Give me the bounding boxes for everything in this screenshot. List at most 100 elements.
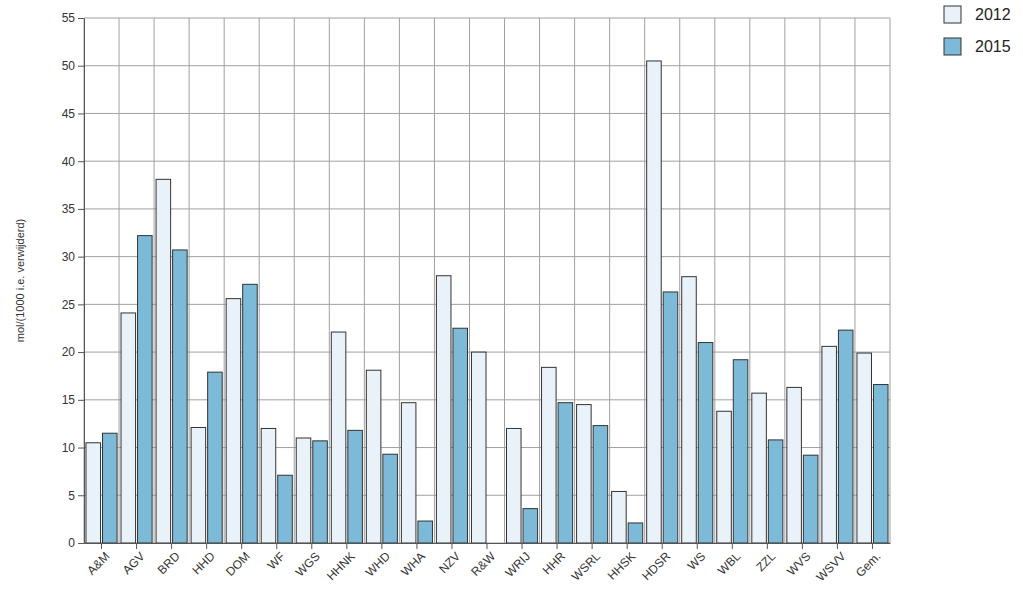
x-tick-mark — [732, 543, 733, 549]
grid-line-vertical — [609, 18, 610, 543]
bar — [768, 440, 783, 543]
x-tick-label: BRD — [155, 549, 183, 577]
x-tick-mark — [487, 543, 488, 549]
y-tick-mark — [78, 495, 84, 496]
bar — [577, 405, 592, 543]
x-tick-label: WHA — [398, 549, 428, 579]
bar — [542, 367, 557, 543]
grid-line-vertical — [539, 18, 540, 543]
y-tick: 15 — [62, 393, 84, 407]
grid-line-vertical — [679, 18, 680, 543]
bar — [682, 277, 697, 543]
grid-line-vertical — [854, 18, 855, 543]
grid-line — [84, 352, 890, 353]
bar — [366, 370, 381, 543]
x-tick: HHSK — [605, 543, 638, 583]
grid-line-vertical — [224, 18, 225, 543]
bar — [191, 428, 206, 544]
grid-line-vertical — [399, 18, 400, 543]
bar — [698, 343, 713, 543]
bar — [857, 353, 872, 543]
y-tick: 30 — [62, 250, 84, 264]
plot: 0510152025303540455055A&MAGVBRDHHDDOMWFW… — [62, 11, 891, 584]
x-tick-mark — [837, 543, 838, 549]
bar — [471, 352, 486, 543]
x-tick-mark — [451, 543, 452, 549]
y-tick-mark — [78, 543, 84, 544]
y-tick-label: 45 — [62, 107, 76, 121]
y-tick-label: 5 — [68, 489, 75, 503]
y-tick: 0 — [68, 536, 84, 550]
grid-line-vertical — [504, 18, 505, 543]
y-tick-label: 0 — [68, 536, 75, 550]
y-tick: 5 — [68, 489, 84, 503]
x-tick-label: HHR — [540, 549, 569, 578]
bar — [173, 250, 188, 543]
y-tick-label: 10 — [62, 441, 76, 455]
bar — [86, 443, 101, 543]
bar — [873, 385, 888, 543]
x-tick-mark — [662, 543, 663, 549]
grid-line — [84, 65, 890, 66]
x-tick-label: WS — [685, 549, 709, 573]
x-tick: NZV — [436, 543, 463, 576]
y-tick-mark — [78, 18, 84, 19]
grid-line — [84, 161, 890, 162]
y-axis: 0510152025303540455055 — [62, 11, 85, 550]
y-tick-label: 15 — [62, 393, 76, 407]
x-tick: HHR — [540, 543, 569, 578]
y-tick-label: 50 — [62, 59, 76, 73]
bar — [822, 346, 837, 543]
y-axis-title: mol/(1000 i.e. verwijderd) — [14, 219, 26, 343]
y-tick: 10 — [62, 441, 84, 455]
x-tick-label: WRIJ — [502, 549, 533, 580]
grid-line-vertical — [644, 18, 645, 543]
grid-line-vertical — [819, 18, 820, 543]
x-tick-label: A&M — [84, 549, 112, 577]
grid-line-vertical — [294, 18, 295, 543]
y-tick-mark — [78, 113, 84, 114]
bar — [103, 433, 118, 543]
grid-line-vertical — [154, 18, 155, 543]
bar — [787, 387, 802, 543]
x-tick: ZZL — [753, 543, 778, 574]
x-tick: A&M — [84, 543, 112, 578]
x-tick-label: HHNK — [324, 549, 358, 583]
grid-line — [84, 18, 890, 19]
x-tick-label: WF — [265, 549, 288, 572]
y-tick-mark — [78, 448, 84, 449]
x-tick: WVS — [784, 543, 813, 578]
bar — [348, 430, 363, 543]
x-tick: BRD — [155, 543, 183, 577]
x-tick: DOM — [223, 543, 253, 579]
x-tick-mark — [311, 543, 312, 549]
bar — [331, 332, 346, 543]
bar — [507, 428, 522, 543]
bar — [663, 292, 678, 543]
x-tick-label: Gem. — [853, 549, 884, 580]
legend-swatch — [944, 38, 961, 55]
legend-label: 2012 — [975, 6, 1011, 23]
legend-swatch — [944, 6, 961, 23]
grid-line — [84, 399, 890, 400]
y-tick-mark — [78, 161, 84, 162]
x-tick-mark — [276, 543, 277, 549]
y-tick-mark — [78, 66, 84, 67]
bar — [453, 328, 468, 543]
bar — [558, 403, 573, 543]
bar — [226, 299, 241, 543]
bars — [86, 61, 888, 543]
y-tick: 55 — [62, 11, 84, 25]
x-tick-label: HHD — [189, 549, 218, 578]
y-tick-label: 40 — [62, 155, 76, 169]
x-tick: WGS — [293, 543, 323, 579]
y-tick-mark — [78, 209, 84, 210]
x-tick: HHD — [189, 543, 218, 578]
x-tick-mark — [101, 543, 102, 549]
bar — [138, 236, 153, 543]
x-tick-mark — [697, 543, 698, 549]
x-tick-label: AGV — [120, 549, 148, 577]
bar — [593, 426, 608, 543]
bar — [313, 441, 328, 543]
legend: 20122015 — [944, 6, 1011, 55]
